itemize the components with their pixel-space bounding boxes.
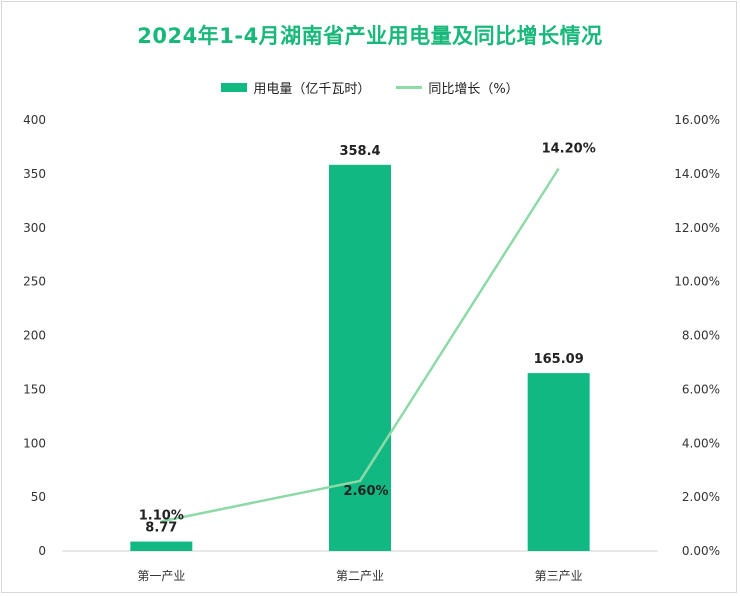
y-left-tick-label: 250	[23, 275, 46, 289]
y-right-tick-label: 8.00%	[682, 329, 720, 343]
legend-label-bar: 用电量（亿千瓦时）	[253, 82, 371, 97]
bar-value-label: 358.4	[339, 144, 380, 159]
bar	[527, 373, 590, 551]
line-value-label: 2.60%	[343, 484, 388, 499]
y-left-tick-label: 200	[23, 329, 46, 343]
chart-legend: 用电量（亿千瓦时） 同比增长（%）	[0, 78, 740, 97]
y-right-tick-label: 12.00%	[674, 221, 720, 235]
growth-line	[161, 167, 560, 523]
line-value-label: 14.20%	[542, 141, 596, 156]
legend-swatch-bar	[221, 83, 248, 92]
y-right-tick-label: 14.00%	[674, 167, 720, 181]
chart-title: 2024年1-4月湖南省产业用电量及同比增长情况	[137, 24, 603, 48]
legend-item-line: 同比增长（%）	[396, 78, 519, 97]
y-left-tick-label: 0	[38, 544, 46, 558]
x-category-label: 第一产业	[137, 569, 185, 583]
y-right-tick-label: 10.00%	[674, 275, 720, 289]
legend-swatch-line	[396, 86, 423, 89]
legend-label-line: 同比增长（%）	[428, 82, 519, 97]
line-value-label: 1.10%	[139, 508, 184, 523]
y-right-tick-label: 2.00%	[682, 490, 720, 504]
y-left-tick-label: 400	[23, 113, 46, 127]
bar-value-label: 165.09	[534, 352, 584, 367]
y-left-tick-label: 50	[31, 490, 46, 504]
y-left-tick-label: 150	[23, 382, 46, 396]
y-left-tick-label: 100	[23, 436, 46, 450]
y-right-tick-label: 6.00%	[682, 382, 720, 396]
bar	[329, 164, 391, 551]
x-category-label: 第三产业	[535, 569, 583, 583]
y-right-tick-label: 0.00%	[682, 544, 720, 558]
bar	[130, 541, 193, 551]
bar-value-label: 8.77	[145, 521, 177, 536]
legend-item-bar: 用电量（亿千瓦时）	[221, 78, 370, 97]
y-right-tick-label: 4.00%	[682, 436, 720, 450]
x-category-label: 第二产业	[336, 569, 384, 583]
y-left-tick-label: 300	[23, 221, 46, 235]
y-left-tick-label: 350	[23, 167, 46, 181]
y-right-tick-label: 16.00%	[674, 113, 720, 127]
